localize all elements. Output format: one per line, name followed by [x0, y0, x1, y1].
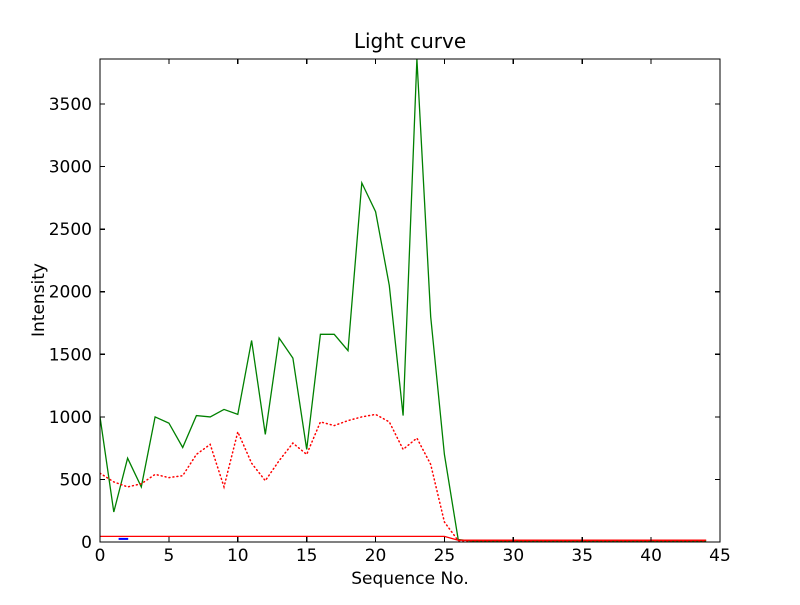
y-tick-label-3000: 3000: [49, 158, 92, 178]
x-tick-label-40: 40: [640, 546, 662, 566]
y-axis-label: Intensity: [29, 263, 49, 337]
x-tick-label-20: 20: [365, 546, 387, 566]
intensity-secondary-red-dotted-line: [100, 413, 707, 542]
x-tick-label-45: 45: [709, 546, 731, 566]
x-tick-label-35: 35: [571, 546, 593, 566]
axes-layer: 0 5 10 15 20 25 30 35 40 45 0 500 1000 1500 2000 2500 30…: [49, 58, 731, 566]
x-tick-label-30: 30: [503, 546, 525, 566]
intensity-main-green-line: [100, 59, 707, 542]
x-tick-label-5: 5: [163, 546, 174, 566]
x-tick-label-0: 0: [95, 546, 106, 566]
y-tick-label-1500: 1500: [49, 345, 92, 365]
baseline-red-solid-line: [100, 535, 707, 541]
y-tick-label-0: 0: [81, 533, 92, 553]
y-tick-label-2500: 2500: [49, 220, 92, 240]
series-layer: [100, 59, 707, 542]
x-tick-label-25: 25: [434, 546, 456, 566]
axes-frame: [99, 58, 721, 543]
x-tick-label-15: 15: [296, 546, 318, 566]
y-tick-label-500: 500: [60, 470, 92, 490]
y-tick-label-3500: 3500: [49, 95, 92, 115]
x-tick-label-10: 10: [227, 546, 249, 566]
y-tick-label-2000: 2000: [49, 283, 92, 303]
y-tick-label-1000: 1000: [49, 408, 92, 428]
chart-title: Light curve: [354, 29, 466, 53]
x-axis-label: Sequence No.: [351, 569, 468, 589]
